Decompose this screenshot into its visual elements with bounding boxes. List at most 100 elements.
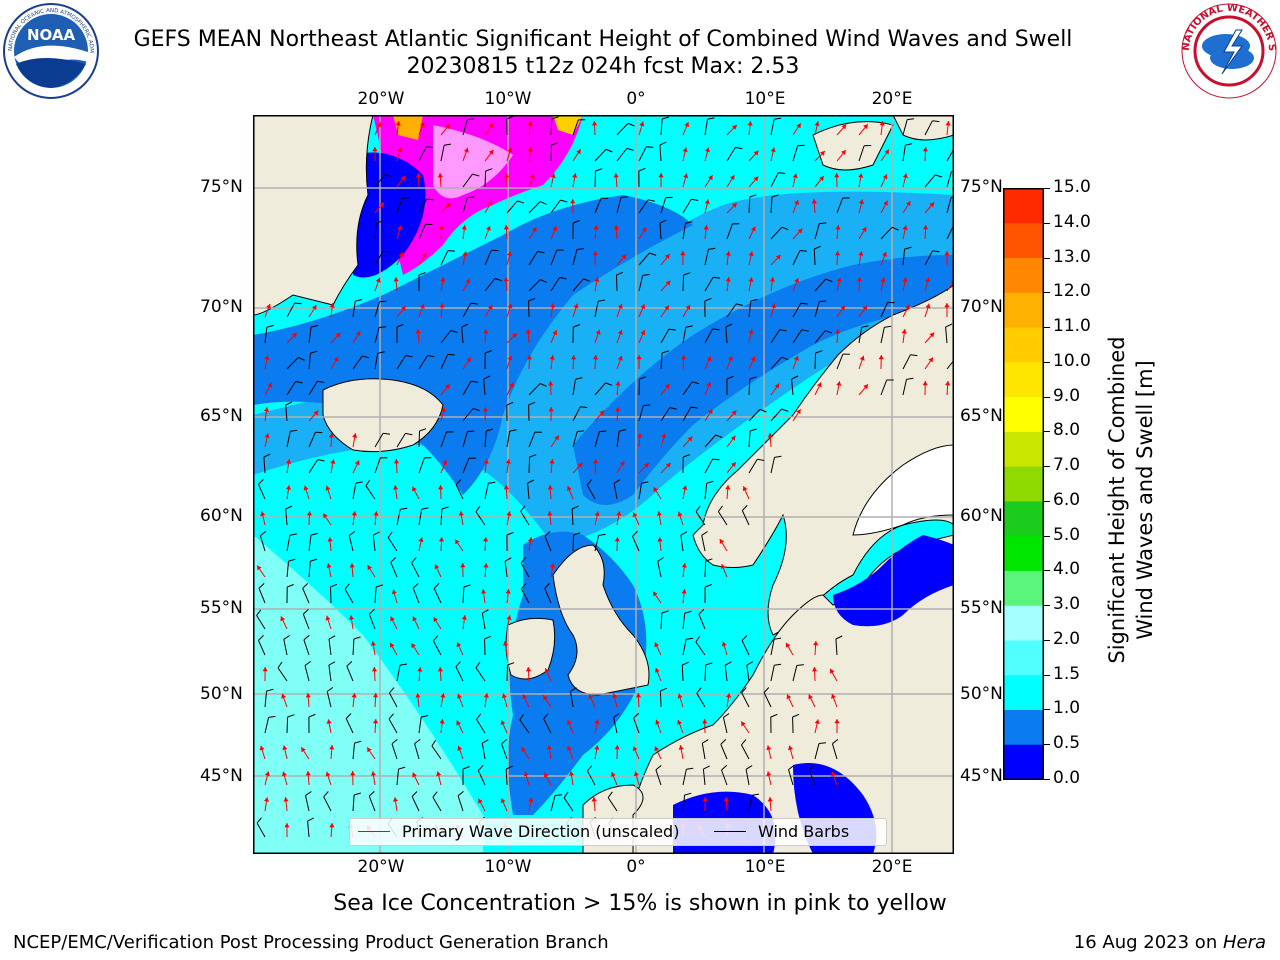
- wave-arrow-head: [264, 771, 270, 777]
- wave-arrow-head: [355, 331, 361, 336]
- wind-barb: [462, 408, 474, 422]
- wind-barb-flag: [263, 453, 271, 458]
- wave-arrow-head: [439, 225, 445, 230]
- wave-arrow-head: [721, 641, 727, 647]
- great-britain: [552, 544, 650, 696]
- wave-arrow-head: [257, 565, 262, 571]
- wind-barb: [659, 222, 662, 240]
- wave-arrow-head: [593, 355, 599, 360]
- wind-barb: [388, 718, 398, 734]
- wind-barb-flag: [685, 325, 693, 328]
- wind-barb-flag: [501, 738, 508, 745]
- wave-arrow-head: [328, 433, 334, 438]
- wind-barb: [638, 275, 644, 292]
- wind-barb-flag: [659, 219, 667, 224]
- colorbar-title: Significant Height of Combined Wind Wave…: [1103, 335, 1163, 665]
- wave-arrow-head: [731, 125, 737, 130]
- wave-arrow-head: [945, 381, 951, 386]
- wave-arrow-head: [835, 225, 841, 230]
- wave-arrow-head: [436, 771, 442, 777]
- wind-barb-flag: [519, 713, 525, 721]
- wave-arrow-head: [706, 356, 712, 362]
- wind-barb-flag: [288, 558, 296, 562]
- wind-barb-flag: [375, 220, 383, 224]
- colorbar-tick-mark: [1044, 639, 1050, 641]
- wind-barb-flag: [485, 350, 492, 354]
- wave-arrow-head: [394, 459, 400, 464]
- wind-barb-flag: [258, 479, 264, 485]
- wind-barb: [660, 118, 663, 136]
- wave-arrow-head: [282, 745, 288, 751]
- wind-barb: [528, 201, 541, 214]
- wind-barb-flag: [712, 328, 720, 331]
- title-line-2: 20230815 t12z 024h fcst Max: 2.53: [406, 54, 800, 79]
- wind-barb-flag: [646, 146, 654, 148]
- wind-barb: [616, 197, 622, 214]
- wave-arrow-head: [747, 121, 753, 126]
- wind-barb: [748, 459, 758, 474]
- wave-arrow-head: [656, 511, 662, 516]
- wind-barb: [462, 119, 468, 136]
- wind-barb-flag: [399, 663, 407, 666]
- wave-arrow-head: [705, 147, 710, 153]
- wind-barb-flag: [467, 118, 475, 121]
- wind-barb: [741, 640, 750, 656]
- wave-arrow-head: [483, 329, 489, 334]
- wind-barb: [741, 510, 750, 526]
- wave-arrow-head: [862, 305, 867, 311]
- wind-barb: [792, 329, 803, 344]
- colorbar-tick-label: 5.0: [1053, 524, 1081, 545]
- wave-arrow-head: [398, 252, 404, 258]
- wave-arrow-head: [445, 124, 450, 130]
- wind-barb-flag: [544, 531, 551, 537]
- wave-arrow-head: [677, 511, 683, 517]
- colorbar-band: [1004, 257, 1043, 293]
- wind-barb-flag: [680, 531, 688, 536]
- wind-barb: [440, 145, 445, 162]
- wind-barb-flag: [642, 274, 650, 276]
- wind-barb: [396, 433, 406, 448]
- wind-barb-flag: [433, 583, 440, 589]
- wave-arrow-head: [720, 564, 726, 569]
- wave-arrow-head: [486, 225, 491, 231]
- wave-arrow-head: [349, 563, 355, 568]
- wind-barb: [372, 535, 376, 552]
- colorbar-tick-mark: [1044, 535, 1050, 537]
- wind-barb: [484, 483, 489, 500]
- wave-arrow-head: [483, 459, 489, 464]
- wave-arrow-head: [505, 589, 511, 594]
- lon-label-top-0: 0°: [626, 89, 646, 109]
- wind-barb: [411, 562, 420, 578]
- wind-barb: [858, 145, 865, 162]
- wave-arrow-head: [335, 332, 341, 338]
- nws-logo: NATIONAL WEATHER SERVICE: [1180, 2, 1277, 99]
- wind-barb: [550, 277, 561, 292]
- wave-arrow-head: [547, 485, 553, 490]
- wind-barb: [814, 278, 827, 292]
- wind-barb: [682, 613, 686, 630]
- wind-barb: [396, 197, 403, 214]
- wind-barb-flag: [932, 250, 940, 253]
- wave-arrow-head: [420, 121, 425, 127]
- wind-barb-flag: [724, 661, 732, 666]
- wind-barb: [792, 145, 799, 162]
- wind-barb: [368, 795, 376, 812]
- wind-barb: [259, 535, 266, 552]
- wave-arrow-head: [725, 251, 731, 256]
- wave-arrow-head: [588, 694, 594, 700]
- wind-barb: [283, 639, 288, 656]
- wave-arrow-head: [576, 149, 581, 155]
- wave-arrow-head: [352, 433, 358, 438]
- colorbar-band: [1004, 188, 1043, 224]
- wave-arrow-head: [500, 798, 506, 804]
- wind-barb-flag: [641, 481, 649, 484]
- wave-arrow-head: [788, 745, 793, 751]
- wave-arrow-head: [632, 512, 638, 518]
- wind-barb: [308, 561, 311, 578]
- wave-arrow-head: [527, 147, 533, 152]
- wind-barb-flag: [375, 584, 383, 588]
- wave-arrow-head: [461, 615, 467, 620]
- wind-barb: [481, 613, 486, 630]
- lon-label-bottom-10e: 10°E: [744, 857, 786, 877]
- wave-arrow-head: [373, 693, 379, 698]
